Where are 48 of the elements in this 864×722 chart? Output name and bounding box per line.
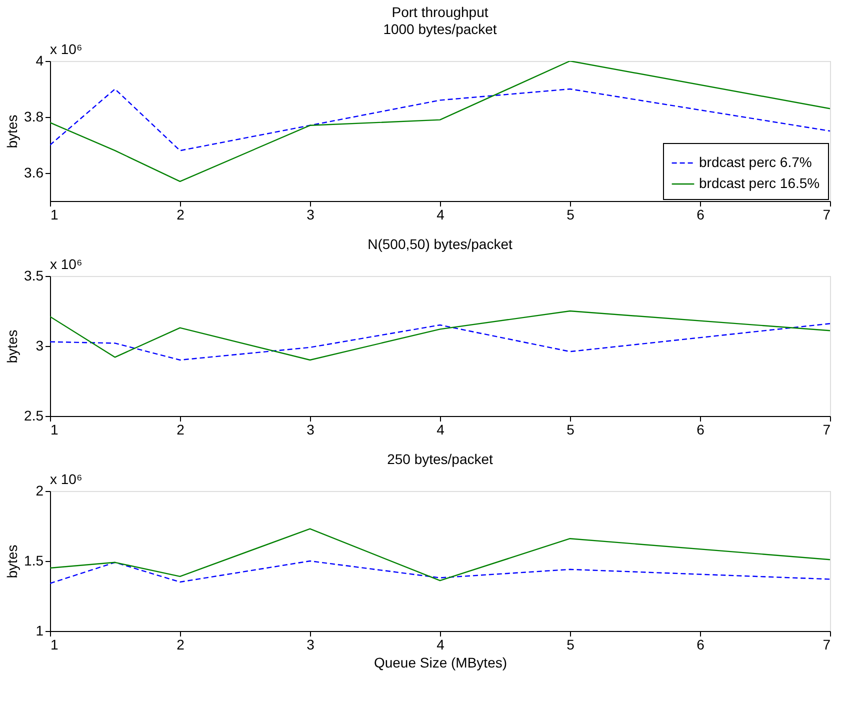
x-tick-label: 5 bbox=[566, 206, 575, 222]
text: x 10⁶ bbox=[50, 41, 82, 57]
x-tick-label: 3 bbox=[306, 422, 315, 438]
y-tick-label: 3.6 bbox=[24, 164, 44, 180]
y-tick-label: 3.5 bbox=[24, 268, 44, 284]
x-tick-label: 2 bbox=[176, 206, 185, 222]
x-tick-label: 2 bbox=[176, 422, 185, 438]
line-series bbox=[50, 528, 830, 582]
x-tick-label: 6 bbox=[696, 636, 705, 652]
line-series bbox=[50, 323, 830, 361]
x-tick-label: 1 bbox=[50, 636, 58, 652]
y-tick-label: 1.5 bbox=[24, 552, 44, 568]
chart-title: N(500,50) bytes/packet bbox=[368, 236, 512, 252]
x-tick-label: 7 bbox=[822, 636, 831, 652]
y-tick-label: 3 bbox=[36, 338, 44, 354]
legend-label: brdcast perc 16.5% bbox=[699, 175, 820, 191]
y-axis-title: bytes bbox=[4, 114, 20, 148]
y-tick-label: 3.8 bbox=[24, 108, 44, 124]
x-tick-label: 2 bbox=[176, 636, 185, 652]
y-tick-label: 2.5 bbox=[24, 408, 44, 424]
x-axis-title: Queue Size (MBytes) bbox=[374, 654, 508, 670]
x-tick-label: 4 bbox=[436, 422, 445, 438]
x-tick-label: 3 bbox=[306, 636, 315, 652]
y-tick-label: 1 bbox=[36, 622, 44, 638]
chart-subtitle: 1000 bytes/packet bbox=[383, 21, 497, 37]
y-axis-title: bytes bbox=[4, 544, 20, 578]
line-series bbox=[50, 88, 830, 152]
y-tick-label: 2 bbox=[36, 482, 44, 498]
x-tick-label: 4 bbox=[436, 206, 445, 222]
chart-title: 250 bytes/packet bbox=[387, 451, 494, 467]
text: x 10⁶ bbox=[50, 256, 82, 272]
line-series bbox=[50, 310, 830, 361]
x-tick-label: 4 bbox=[436, 636, 445, 652]
x-tick-label: 7 bbox=[822, 422, 831, 438]
chart-title: Port throughput bbox=[392, 4, 488, 20]
x-tick-label: 5 bbox=[566, 636, 575, 652]
y-tick-label: 4 bbox=[36, 52, 44, 68]
x-tick-label: 6 bbox=[696, 422, 705, 438]
y-axis-title: bytes bbox=[4, 330, 20, 364]
legend-label: brdcast perc 6.7% bbox=[699, 154, 812, 170]
x-tick-label: 3 bbox=[306, 206, 315, 222]
x-tick-label: 6 bbox=[696, 206, 705, 222]
x-tick-label: 7 bbox=[822, 206, 831, 222]
x-tick-label: 1 bbox=[50, 206, 58, 222]
x-tick-label: 1 bbox=[50, 422, 58, 438]
text: x 10⁶ bbox=[50, 471, 82, 487]
line-series bbox=[50, 560, 830, 584]
x-tick-label: 5 bbox=[566, 422, 575, 438]
